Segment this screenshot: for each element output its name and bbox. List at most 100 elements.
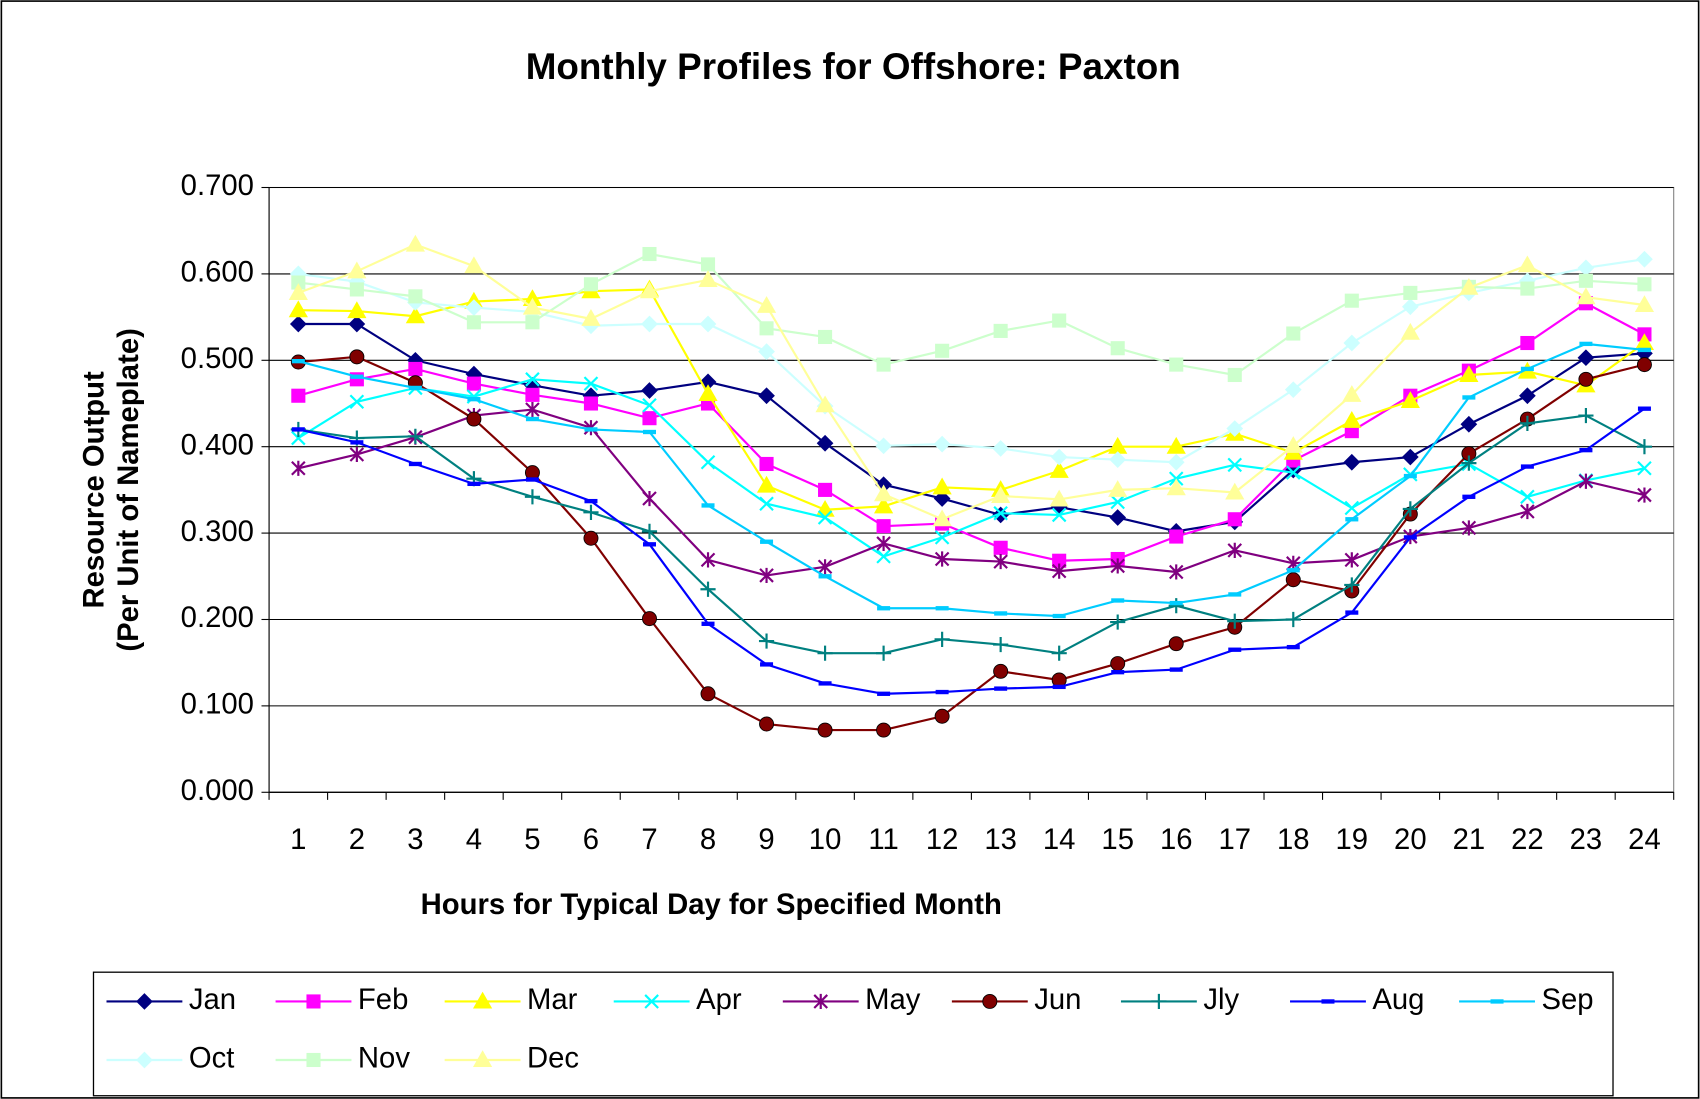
marker [1344,500,1360,516]
marker [1050,448,1068,466]
marker [1342,385,1362,402]
marker [1051,507,1067,523]
legend-label: Oct [189,1043,235,1075]
marker [698,270,718,287]
marker [873,496,894,514]
marker [1637,277,1652,292]
y-tick-label: 0.300 [181,516,254,548]
series-line [298,355,1645,732]
marker [522,297,543,315]
marker [876,535,891,552]
y-tick-label: 0.200 [181,602,254,634]
marker [1285,611,1301,628]
legend-entry: Mar [444,984,578,1016]
marker [1579,447,1593,453]
marker [1286,465,1301,480]
marker [993,540,1008,555]
marker [306,994,321,1009]
marker [408,361,423,376]
marker [289,315,307,333]
marker [1637,461,1652,476]
series-line [298,252,1645,377]
marker [525,387,540,402]
marker [1166,436,1186,454]
marker [934,631,950,647]
marker [466,315,481,330]
marker [1345,610,1359,615]
marker [876,519,891,534]
marker [1401,448,1419,466]
marker [291,358,305,364]
marker [935,689,949,695]
marker [1403,535,1417,540]
marker [1461,455,1477,471]
marker [817,645,833,661]
marker [875,437,892,455]
marker [641,523,658,539]
plot-area [268,186,1675,793]
marker [1344,577,1360,593]
marker [1167,453,1185,471]
marker [1169,600,1183,606]
x-tick-label: 14 [1043,824,1076,856]
marker [1169,357,1184,372]
marker [1636,357,1652,373]
marker [759,716,775,732]
marker [525,315,540,330]
x-tick-label: 13 [984,824,1017,856]
x-tick-label: 11 [868,824,898,856]
marker [934,551,950,567]
x-tick-label: 8 [700,824,716,856]
marker [583,504,599,520]
marker [1108,480,1128,497]
y-tick-label: 0.000 [181,775,254,807]
series-line [297,243,1645,521]
marker [759,321,774,336]
marker [408,461,422,467]
marker [584,427,598,432]
marker [876,645,892,661]
marker [700,581,716,597]
marker [639,281,660,299]
marker [465,299,483,316]
marker [524,489,541,505]
marker [642,246,657,262]
marker [1228,647,1242,652]
marker [935,606,949,611]
marker [701,503,715,508]
legend-entry: Sep [1459,984,1594,1016]
marker [405,234,425,252]
marker [642,429,656,435]
marker [759,496,774,511]
marker [291,460,306,476]
marker [525,401,540,418]
marker [701,621,715,626]
marker [1637,487,1652,503]
y-tick-label: 0.100 [181,689,254,721]
marker [993,554,1008,570]
x-tick-label: 20 [1394,824,1427,856]
marker [1051,645,1067,661]
marker [1111,670,1125,675]
marker [349,349,365,365]
marker [581,309,601,326]
x-tick-label: 9 [758,824,774,856]
marker [1520,281,1535,296]
marker [291,427,305,432]
marker [1228,592,1242,597]
legend-entry: Dec [444,1043,579,1075]
marker [306,1052,321,1068]
series [291,296,1652,568]
marker [1343,453,1361,471]
marker [1462,395,1476,400]
legend-entry: Oct [106,1043,234,1075]
marker [816,434,834,452]
marker [1400,391,1420,408]
y-tick-label: 0.400 [181,429,254,461]
marker [288,283,308,300]
marker [642,397,657,413]
legend-entry: Jun [951,984,1081,1016]
marker [1286,644,1300,650]
marker [818,681,832,686]
